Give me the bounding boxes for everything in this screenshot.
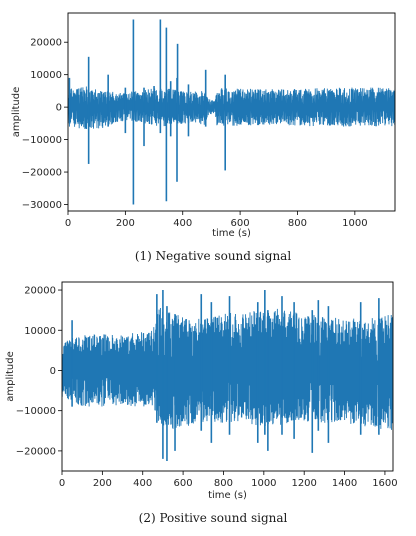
x-tick-label: 0: [65, 218, 71, 229]
x-tick-label: 1000: [342, 218, 367, 229]
negative-signal-waveform: [68, 19, 395, 205]
negative-signal-plot-frame: [67, 12, 396, 212]
positive-signal-y-axis-label: amplitude: [5, 351, 16, 402]
negative-signal-x-axis-label: time (s): [212, 228, 251, 239]
y-tick-label: 20000: [30, 38, 62, 49]
x-tick-label: 800: [288, 218, 307, 229]
positive-signal-waveform: [62, 290, 393, 461]
y-tick-label: 20000: [24, 286, 56, 297]
positive-signal-x-ticks: 0 200 400 600 800 1000 1200 1400 1600: [59, 471, 398, 489]
positive-signal-plot-frame: [61, 281, 394, 472]
y-tick-label: −20000: [22, 168, 62, 179]
x-tick-label: 200: [116, 218, 135, 229]
y-tick-label: −10000: [16, 406, 56, 417]
x-tick-label: 0: [59, 478, 65, 489]
y-tick-label: 0: [56, 103, 62, 114]
x-tick-label: 1200: [291, 478, 316, 489]
negative-signal-y-axis-label: amplitude: [11, 87, 22, 138]
x-tick-label: 400: [173, 218, 192, 229]
negative-signal-x-ticks: 0 200 400 600 800 1000: [65, 211, 368, 229]
negative-signal-y-ticks: −30000 −20000 −10000 0 10000 20000: [22, 38, 68, 211]
x-tick-label: 1400: [332, 478, 357, 489]
y-tick-label: 10000: [24, 326, 56, 337]
y-tick-label: 0: [50, 366, 56, 377]
y-tick-label: −20000: [16, 446, 56, 457]
y-tick-label: −30000: [22, 200, 62, 211]
x-tick-label: 600: [231, 218, 250, 229]
x-tick-label: 1000: [251, 478, 276, 489]
y-tick-label: 10000: [30, 70, 62, 81]
negative-signal-caption: (1) Negative sound signal: [135, 249, 292, 263]
y-tick-label: −10000: [22, 135, 62, 146]
positive-signal-x-axis-label: time (s): [208, 490, 247, 501]
x-tick-label: 400: [133, 478, 152, 489]
signal-line: [68, 86, 395, 130]
x-tick-label: 800: [214, 478, 233, 489]
negative-signal-chart: 0 200 400 600 800 1000 −30000 −20000 −10000 0 100…: [11, 12, 396, 263]
x-tick-label: 200: [93, 478, 112, 489]
positive-signal-y-ticks: −20000 −10000 0 10000 20000: [16, 286, 62, 457]
positive-signal-chart: 0 200 400 600 800 1000 1200 1400 1600 −20000 −100…: [5, 281, 398, 525]
positive-signal-caption: (2) Positive sound signal: [139, 511, 288, 525]
x-tick-label: 1600: [372, 478, 397, 489]
signal-line: [62, 308, 393, 430]
x-tick-label: 600: [174, 478, 193, 489]
